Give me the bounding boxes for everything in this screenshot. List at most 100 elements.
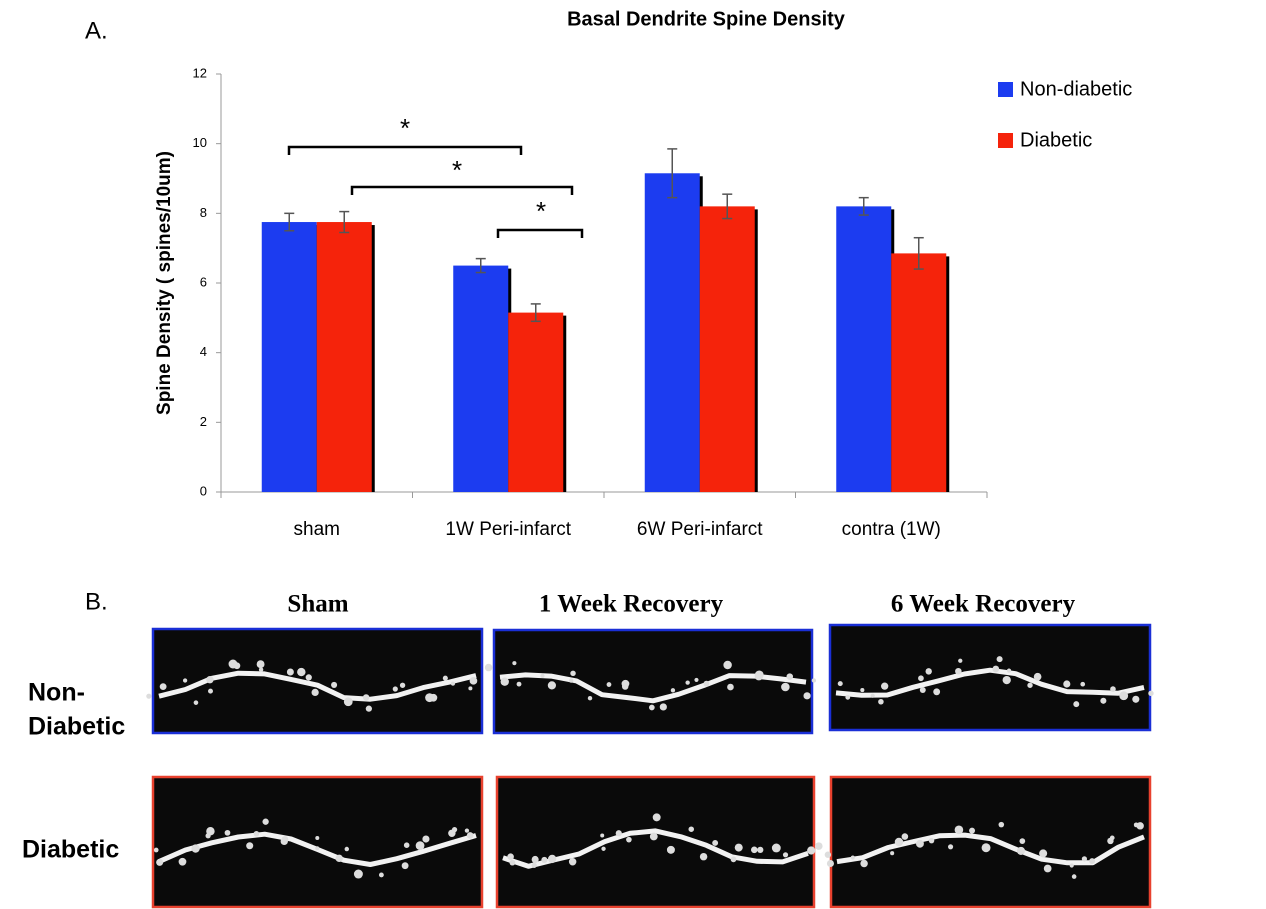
y-tick-label: 12	[193, 65, 207, 80]
chart-title: Basal Dendrite Spine Density	[567, 8, 846, 30]
spine	[1003, 676, 1011, 684]
spine	[871, 694, 875, 698]
spine	[430, 694, 438, 702]
spine	[467, 832, 474, 839]
spine	[1073, 701, 1079, 707]
spine	[540, 674, 544, 678]
spine	[703, 681, 709, 687]
spine	[700, 853, 707, 860]
significance: *	[452, 155, 462, 185]
spine	[517, 682, 522, 687]
spine	[783, 852, 788, 857]
x-tick-label: contra (1W)	[842, 519, 941, 540]
row-title: Diabetic	[28, 713, 125, 741]
spine	[878, 699, 884, 705]
bar	[700, 206, 755, 492]
spine	[660, 703, 667, 710]
spine	[860, 688, 864, 692]
spine	[727, 684, 734, 691]
spine	[234, 662, 241, 669]
spine	[925, 668, 931, 674]
spine	[1072, 874, 1077, 879]
spine	[902, 833, 909, 840]
spine	[246, 842, 253, 849]
spine	[916, 840, 924, 848]
spine	[958, 659, 962, 663]
micrograph	[153, 777, 482, 907]
spine	[548, 681, 556, 689]
spine	[532, 856, 539, 863]
spine	[331, 682, 337, 688]
spine	[982, 843, 991, 852]
spine	[1107, 838, 1113, 844]
spine	[1134, 822, 1139, 827]
spine	[838, 681, 843, 686]
significance: *	[536, 196, 546, 226]
bar	[891, 253, 946, 492]
spine	[146, 694, 151, 699]
spine	[512, 661, 516, 665]
spine	[653, 813, 661, 821]
spine	[443, 676, 448, 681]
spine	[757, 847, 763, 853]
spine	[465, 829, 469, 833]
spine	[955, 826, 964, 835]
spine	[570, 858, 575, 863]
legend-swatch	[998, 82, 1013, 97]
spine	[881, 683, 888, 690]
bar	[453, 266, 508, 492]
spine	[1070, 863, 1074, 867]
spine	[509, 860, 515, 866]
spine	[772, 844, 781, 853]
spine	[712, 840, 718, 846]
spine	[616, 830, 622, 836]
spine	[731, 857, 737, 863]
spine	[650, 833, 658, 841]
spine	[751, 847, 758, 854]
spine	[955, 668, 962, 675]
spine	[501, 678, 509, 686]
spine	[607, 682, 612, 687]
spine	[306, 674, 312, 680]
spine	[160, 683, 167, 690]
spine	[281, 838, 288, 845]
spine	[588, 696, 592, 700]
spine	[257, 660, 265, 668]
column-title: 1 Week Recovery	[539, 591, 724, 618]
spine	[600, 834, 604, 838]
row-title: Diabetic	[22, 836, 119, 864]
spine	[992, 666, 999, 673]
spine	[694, 678, 698, 682]
spine	[920, 687, 926, 693]
spine	[297, 668, 305, 676]
spine	[194, 700, 199, 705]
spine	[345, 847, 349, 851]
spine	[1027, 683, 1032, 688]
spine	[206, 676, 213, 683]
spine	[688, 826, 694, 832]
spine	[570, 671, 575, 676]
spine	[667, 846, 675, 854]
y-tick-label: 0	[200, 483, 207, 498]
legend-swatch	[998, 133, 1013, 148]
y-tick-label: 8	[200, 205, 207, 220]
spine	[569, 678, 573, 682]
bracket	[352, 187, 572, 195]
spine	[845, 695, 850, 700]
spine	[827, 860, 834, 867]
spine	[649, 705, 655, 711]
spine	[787, 673, 793, 679]
bar	[508, 313, 563, 492]
spine	[208, 689, 213, 694]
spine	[851, 856, 855, 860]
spine	[723, 661, 731, 669]
figure: A. Basal Dendrite Spine Density Spine De…	[0, 0, 1266, 909]
bar	[645, 173, 700, 492]
spine	[507, 853, 514, 860]
x-tick-label: 6W Peri-infarct	[637, 519, 763, 540]
legend-label: Diabetic	[1020, 129, 1092, 151]
panel-label: B.	[85, 588, 108, 615]
spine	[191, 844, 199, 852]
x-tick-label: sham	[294, 519, 340, 540]
spine	[1082, 856, 1087, 861]
